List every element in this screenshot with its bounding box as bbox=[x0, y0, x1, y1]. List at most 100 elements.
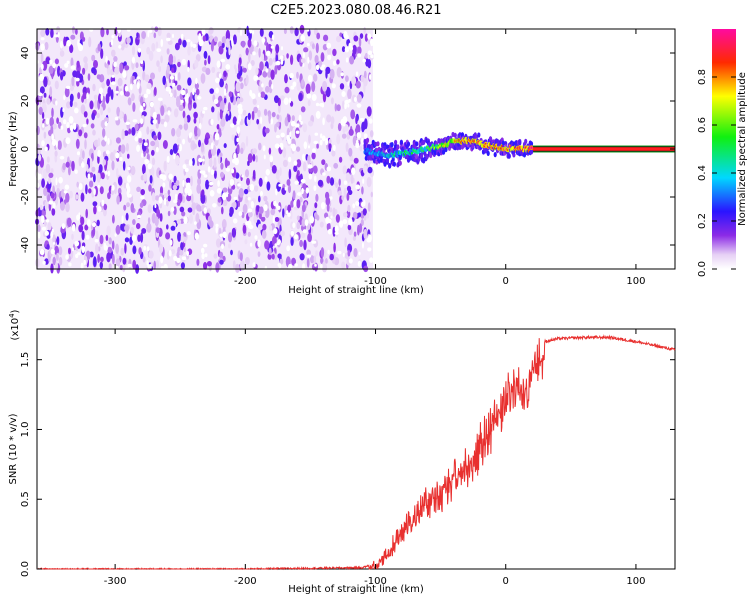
noise-cell bbox=[75, 28, 78, 35]
noise-cell bbox=[141, 31, 147, 39]
noise-gap bbox=[306, 43, 310, 47]
noise-cell bbox=[51, 107, 54, 118]
y-tick-label: 1.0 bbox=[20, 422, 31, 438]
noise-cell bbox=[322, 80, 328, 92]
noise-gap bbox=[337, 250, 342, 255]
noise-cell bbox=[166, 64, 170, 74]
noise-cell bbox=[56, 236, 60, 246]
noise-gap bbox=[180, 89, 186, 96]
noise-cell bbox=[178, 38, 182, 46]
noise-cell bbox=[186, 114, 191, 123]
noise-cell bbox=[162, 140, 168, 149]
noise-cell bbox=[155, 41, 159, 49]
noise-gap bbox=[70, 65, 76, 70]
noise-cell bbox=[266, 181, 271, 191]
noise-gap bbox=[260, 116, 263, 125]
noise-cell bbox=[124, 243, 127, 254]
noise-cell bbox=[117, 187, 122, 195]
noise-cell bbox=[191, 193, 194, 204]
noise-gap bbox=[293, 199, 297, 208]
noise-cell bbox=[361, 186, 364, 195]
noise-gap bbox=[188, 159, 193, 167]
noise-cell bbox=[240, 147, 244, 154]
noise-gap bbox=[313, 185, 317, 192]
noise-gap bbox=[321, 64, 326, 68]
noise-cell bbox=[159, 213, 163, 222]
noise-cell bbox=[310, 255, 315, 264]
noise-gap bbox=[190, 41, 193, 47]
noise-cell bbox=[282, 159, 288, 168]
noise-gap bbox=[320, 133, 323, 139]
noise-cell bbox=[263, 195, 268, 202]
x-tick-label: -300 bbox=[104, 276, 127, 287]
noise-gap bbox=[131, 234, 137, 242]
noise-cell bbox=[350, 109, 356, 120]
noise-gap bbox=[173, 153, 176, 160]
noise-gap bbox=[344, 46, 350, 53]
noise-cell bbox=[166, 32, 171, 39]
carrier-halo bbox=[415, 141, 419, 147]
noise-cell bbox=[230, 249, 233, 256]
x-tick-label: -100 bbox=[364, 276, 387, 287]
noise-cell bbox=[91, 54, 96, 62]
noise-cell bbox=[255, 155, 258, 163]
noise-gap bbox=[230, 123, 235, 128]
noise-cell bbox=[180, 262, 185, 269]
noise-cell bbox=[132, 219, 136, 225]
noise-cell bbox=[100, 256, 104, 263]
carrier-halo bbox=[412, 141, 416, 147]
noise-gap bbox=[142, 102, 146, 107]
noise-gap bbox=[300, 178, 306, 184]
noise-cell bbox=[213, 253, 218, 259]
noise-cell bbox=[97, 137, 101, 147]
noise-cell bbox=[366, 212, 370, 219]
noise-gap bbox=[143, 142, 148, 147]
noise-cell bbox=[208, 157, 213, 168]
noise-gap bbox=[303, 141, 308, 150]
noise-gap bbox=[78, 183, 83, 190]
noise-cell bbox=[148, 184, 152, 192]
noise-cell bbox=[194, 59, 199, 69]
noise-cell bbox=[215, 238, 222, 248]
noise-gap bbox=[223, 88, 227, 97]
noise-gap bbox=[101, 199, 105, 207]
noise-cell bbox=[167, 195, 171, 202]
noise-cell bbox=[193, 111, 198, 119]
noise-cell bbox=[100, 106, 104, 116]
x-tick-label: -100 bbox=[364, 576, 387, 587]
noise-cell bbox=[48, 65, 54, 75]
noise-gap bbox=[285, 210, 289, 215]
noise-cell bbox=[240, 260, 245, 271]
noise-gap bbox=[331, 83, 336, 89]
carrier-halo bbox=[429, 152, 433, 159]
noise-cell bbox=[216, 124, 220, 130]
noise-cell bbox=[270, 69, 275, 80]
noise-gap bbox=[64, 184, 70, 190]
noise-gap bbox=[301, 187, 304, 195]
noise-cell bbox=[163, 192, 168, 199]
noise-gap bbox=[221, 243, 224, 249]
noise-cell bbox=[217, 197, 222, 203]
noise-cell bbox=[228, 243, 231, 249]
noise-gap bbox=[325, 216, 330, 224]
noise-cell bbox=[307, 99, 311, 107]
noise-cell bbox=[43, 131, 47, 139]
noise-cell bbox=[142, 256, 146, 263]
noise-gap bbox=[51, 133, 54, 141]
noise-cell bbox=[337, 123, 342, 132]
noise-gap bbox=[236, 120, 240, 125]
noise-cell bbox=[329, 177, 335, 186]
noise-cell bbox=[165, 232, 171, 240]
snr-x-ticks: -300 -200 -100 0 100 bbox=[104, 329, 645, 587]
noise-cell bbox=[60, 201, 65, 211]
noise-cell bbox=[111, 49, 116, 57]
noise-cell bbox=[290, 237, 294, 246]
noise-gap bbox=[330, 215, 333, 219]
y-tick-label: 40 bbox=[20, 47, 31, 60]
noise-cell bbox=[336, 104, 341, 112]
noise-cell bbox=[345, 142, 349, 153]
noise-gap bbox=[237, 92, 240, 96]
noise-cell bbox=[201, 145, 205, 153]
carrier-halo bbox=[425, 153, 429, 159]
noise-gap bbox=[363, 133, 368, 139]
